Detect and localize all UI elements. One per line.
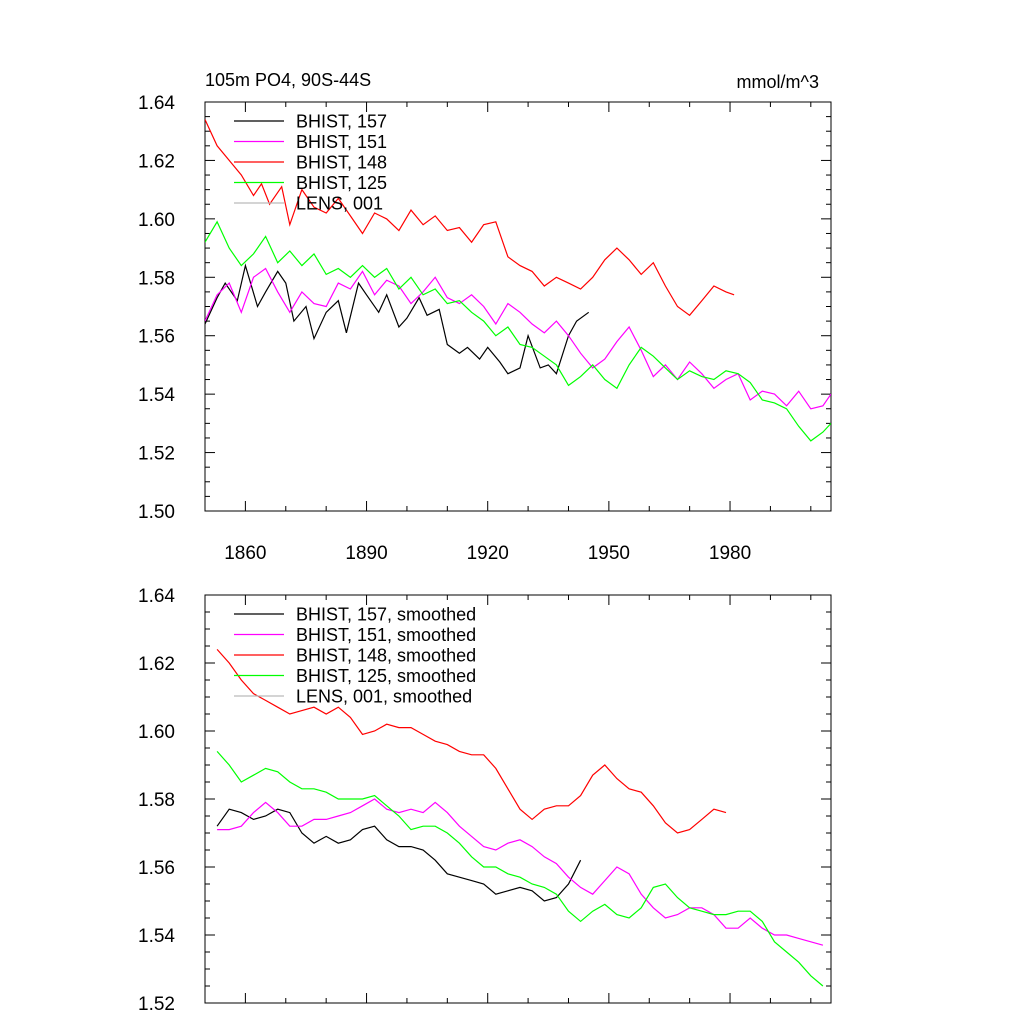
y-tick-label: 1.64 xyxy=(138,586,175,607)
x-tick-label: 1950 xyxy=(588,543,630,564)
x-tick-label: 1920 xyxy=(467,543,509,564)
units-label: mmol/m^3 xyxy=(737,72,819,92)
y-tick-label: 1.54 xyxy=(138,385,175,406)
legend-label: BHIST, 157 xyxy=(296,112,387,132)
legend-label: BHIST, 125, smoothed xyxy=(296,666,476,686)
x-tick-label: 1890 xyxy=(345,543,387,564)
series-line-3 xyxy=(205,119,735,317)
y-tick-label: 1.60 xyxy=(138,722,175,743)
y-tick-label: 1.58 xyxy=(138,268,175,289)
series-line-2 xyxy=(205,267,831,410)
y-tick-label: 1.62 xyxy=(138,151,175,172)
legend-label: LENS, 001 xyxy=(296,194,383,214)
chart-title: 105m PO4, 90S-44S xyxy=(205,70,371,90)
series-line-4 xyxy=(205,220,831,442)
legend-label: BHIST, 125 xyxy=(296,173,387,193)
y-tick-label: 1.52 xyxy=(138,444,175,465)
series-line-3 xyxy=(216,649,727,834)
series-line-1 xyxy=(216,808,582,902)
legend-label: BHIST, 151, smoothed xyxy=(296,625,476,645)
y-tick-label: 1.58 xyxy=(138,790,175,811)
y-tick-label: 1.64 xyxy=(138,93,175,114)
y-tick-label: 1.52 xyxy=(138,994,175,1015)
legend-label: BHIST, 148 xyxy=(296,153,387,173)
y-tick-label: 1.56 xyxy=(138,327,175,348)
panel-1: 1.50 1.52 1.54 1.56 1.58 1.60 1.62 1.64 1860 1890… xyxy=(138,70,832,564)
x-tick-label: 1980 xyxy=(709,543,751,564)
series-line-2 xyxy=(217,798,824,946)
legend-label: LENS, 001, smoothed xyxy=(296,687,472,707)
series-line-4 xyxy=(216,751,824,987)
y-tick-label: 1.62 xyxy=(138,654,175,675)
series-line-1 xyxy=(205,263,590,375)
legend-label: BHIST, 148, smoothed xyxy=(296,646,476,666)
y-tick-label: 1.50 xyxy=(138,502,175,523)
panel-2: 1.52 1.54 1.56 1.58 1.60 1.62 1.64 BHIST, 157, … xyxy=(138,586,832,1015)
y-tick-label: 1.60 xyxy=(138,210,175,231)
legend-label: BHIST, 151 xyxy=(296,132,387,152)
y-tick-label: 1.56 xyxy=(138,858,175,879)
legend-label: BHIST, 157, smoothed xyxy=(296,605,476,625)
y-tick-label: 1.54 xyxy=(138,926,175,947)
x-tick-label: 1860 xyxy=(224,543,266,564)
